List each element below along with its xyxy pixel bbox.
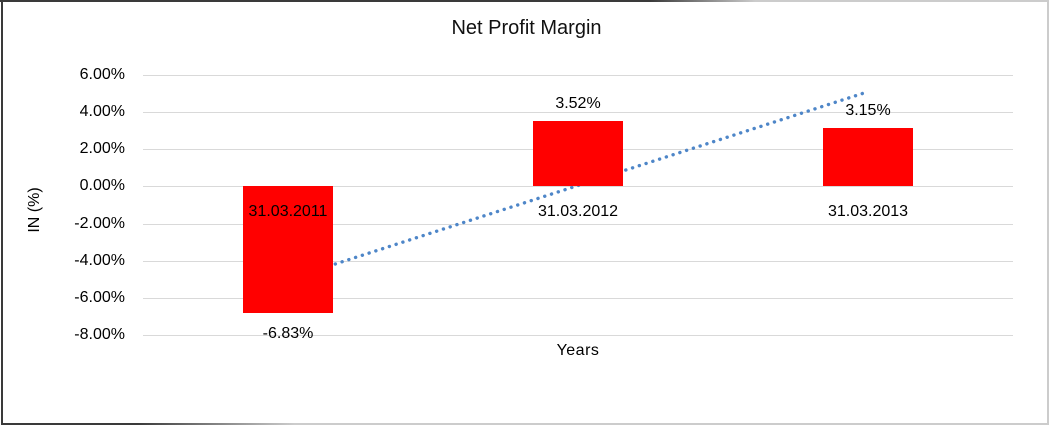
gridline bbox=[143, 297, 1013, 299]
data-label: 3.52% bbox=[555, 95, 601, 113]
data-label: 3.15% bbox=[845, 101, 891, 119]
gridline bbox=[143, 112, 1013, 114]
gridline bbox=[143, 223, 1013, 225]
gridline bbox=[143, 75, 1013, 76]
bar-31.03.2012 bbox=[533, 121, 623, 187]
gridline bbox=[143, 260, 1013, 262]
y-axis-tick-label: -2.00% bbox=[74, 214, 125, 232]
y-axis-tick-label: 2.00% bbox=[79, 140, 125, 158]
x-axis-title: Years bbox=[556, 342, 600, 359]
y-axis-tick-label: 6.00% bbox=[79, 66, 125, 83]
y-axis-tick-label: 4.00% bbox=[79, 103, 125, 121]
y-axis-tick-label: -8.00% bbox=[74, 326, 125, 343]
category-label: 31.03.2013 bbox=[827, 203, 909, 221]
y-axis-tick-label: 0.00% bbox=[79, 177, 125, 195]
category-label: 31.03.2012 bbox=[537, 203, 619, 221]
chart-title: Net Profit Margin bbox=[451, 17, 602, 39]
data-label: -6.83% bbox=[262, 325, 314, 343]
y-axis-tick-label: -6.00% bbox=[74, 288, 125, 306]
bar-31.03.2011 bbox=[243, 186, 333, 314]
y-axis-tick-label: -4.00% bbox=[74, 251, 125, 269]
gridline bbox=[143, 335, 1013, 336]
category-label: 31.03.2011 bbox=[248, 203, 328, 221]
bar-31.03.2013 bbox=[823, 127, 913, 187]
